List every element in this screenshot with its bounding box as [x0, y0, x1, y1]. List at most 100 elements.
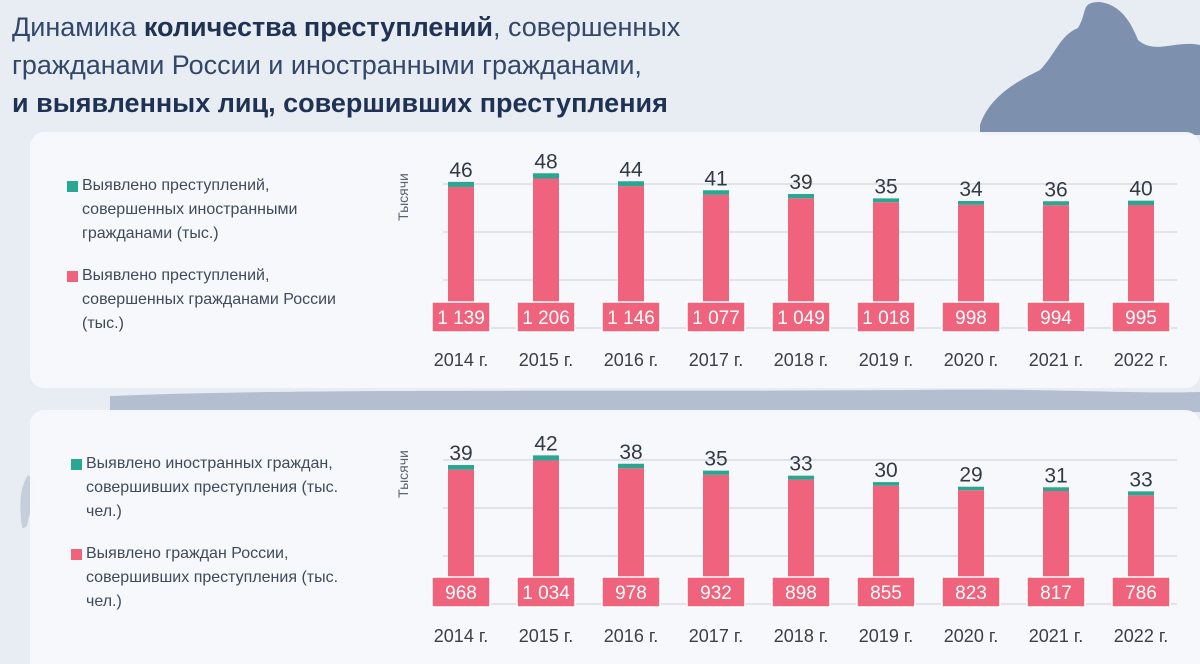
data-label-russian: 994 — [1040, 308, 1072, 329]
x-tick-label: 2021 г. — [1029, 626, 1083, 646]
data-label-box — [1111, 576, 1171, 608]
x-tick-label: 2019 г. — [859, 626, 913, 646]
data-label-russian: 855 — [870, 583, 902, 604]
data-label-foreign: 35 — [704, 448, 727, 471]
data-label-foreign: 48 — [534, 150, 557, 173]
data-label-foreign: 31 — [1044, 464, 1067, 487]
bar-foreign — [448, 181, 474, 187]
crimes-bar-chart: Тысячи 46 1 139 2014 г. 48 1 206 2015 г. 44 1 14… — [395, 150, 1177, 370]
title-line3-bold: и выявленных лиц, совершивших преступлен… — [12, 88, 668, 118]
data-label-foreign: 41 — [704, 167, 727, 190]
x-tick-label: 2018 г. — [774, 626, 828, 646]
x-tick-label: 2018 г. — [774, 350, 828, 370]
data-label-foreign: 35 — [874, 175, 897, 198]
data-label-russian: 1 034 — [522, 583, 570, 604]
x-tick-label: 2016 г. — [604, 626, 658, 646]
data-label-russian: 1 146 — [607, 308, 655, 329]
data-label-foreign: 39 — [449, 442, 472, 465]
y-axis-label: Тысячи — [395, 173, 411, 221]
data-label-russian: 898 — [785, 583, 817, 604]
data-label-russian: 1 049 — [777, 308, 825, 329]
x-tick-label: 2017 г. — [689, 350, 743, 370]
bar-foreign — [448, 465, 474, 470]
legend-label: Выявлено преступлений, совершенных иност… — [82, 177, 298, 242]
data-label-foreign: 40 — [1129, 178, 1152, 201]
bar-foreign — [618, 181, 644, 187]
legend-label: Выявлено иностранных граждан, совершивши… — [86, 455, 339, 520]
data-label-russian: 823 — [955, 583, 987, 604]
data-label-box — [686, 301, 746, 333]
bar-foreign — [533, 455, 559, 461]
data-label-box — [601, 576, 661, 608]
legend-label: Выявлено граждан России, совершивших пре… — [86, 545, 339, 610]
data-label-foreign: 30 — [874, 459, 897, 482]
bar-foreign — [1128, 200, 1154, 206]
legend-swatch-foreign — [67, 181, 78, 192]
data-label-russian: 1 139 — [437, 308, 485, 329]
data-label-russian: 968 — [445, 583, 477, 604]
data-label-box — [941, 301, 1001, 333]
data-label-box — [431, 576, 491, 608]
bar-foreign — [703, 190, 729, 195]
legend-item-russian-crimes: Выявлено преступлений, совершенных гражд… — [67, 264, 372, 336]
legend-label: Выявлено преступлений, совершенных гражд… — [82, 267, 336, 332]
title-line1-normal: Динамика — [12, 12, 144, 42]
data-label-foreign: 42 — [534, 432, 557, 455]
data-label-foreign: 38 — [619, 441, 642, 464]
x-tick-label: 2015 г. — [519, 350, 573, 370]
x-tick-label: 2020 г. — [944, 626, 998, 646]
data-label-foreign: 33 — [1129, 468, 1152, 491]
data-label-box — [431, 301, 491, 333]
data-label-foreign: 39 — [789, 171, 812, 194]
data-label-russian: 932 — [700, 583, 732, 604]
data-label-foreign: 34 — [959, 178, 983, 201]
data-label-russian: 1 077 — [692, 308, 740, 329]
data-label-box — [601, 301, 661, 333]
data-label-box — [516, 576, 576, 608]
data-label-box — [941, 576, 1001, 608]
x-tick-label: 2019 г. — [859, 350, 913, 370]
data-label-foreign: 36 — [1044, 178, 1067, 201]
data-label-foreign: 29 — [959, 464, 982, 487]
bar-foreign — [618, 463, 644, 469]
data-label-box — [1026, 301, 1086, 333]
title-line1-bold: количества преступлений — [143, 12, 493, 42]
data-label-box — [856, 576, 916, 608]
offenders-chart-panel: Выявлено иностранных граждан, совершивши… — [30, 410, 1200, 664]
data-label-box — [1111, 301, 1171, 333]
data-label-russian: 978 — [615, 583, 647, 604]
crimes-chart-panel: Выявлено преступлений, совершенных иност… — [30, 132, 1200, 388]
x-tick-label: 2014 г. — [434, 626, 488, 646]
bar-foreign — [788, 475, 814, 480]
bar-foreign — [788, 194, 814, 199]
bar-foreign — [1043, 487, 1069, 491]
data-label-box — [771, 301, 831, 333]
title-line2: гражданами России и иностранными граждан… — [12, 50, 642, 80]
x-tick-label: 2016 г. — [604, 350, 658, 370]
bar-foreign — [703, 470, 729, 475]
legend-swatch-russian — [71, 549, 82, 560]
legend-item-foreign-crimes: Выявлено преступлений, совершенных иност… — [67, 174, 372, 246]
x-tick-label: 2022 г. — [1114, 350, 1168, 370]
x-tick-label: 2020 г. — [944, 350, 998, 370]
data-label-russian: 1 018 — [862, 308, 910, 329]
data-label-box — [1026, 576, 1086, 608]
map-background-middle — [110, 389, 1200, 412]
data-label-russian: 817 — [1040, 583, 1072, 604]
data-label-box — [686, 576, 746, 608]
legend-item-russian-offenders: Выявлено граждан России, совершивших пре… — [71, 542, 376, 614]
bar-foreign — [873, 198, 899, 203]
data-label-box — [856, 301, 916, 333]
x-tick-label: 2017 г. — [689, 626, 743, 646]
x-tick-label: 2021 г. — [1029, 350, 1083, 370]
data-label-russian: 1 206 — [522, 308, 570, 329]
bar-foreign — [958, 201, 984, 205]
data-label-box — [516, 301, 576, 333]
data-label-foreign: 33 — [789, 453, 812, 476]
legend-swatch-russian — [67, 271, 78, 282]
data-label-russian: 998 — [955, 308, 987, 329]
offenders-bar-chart: Тысячи 39 968 2014 г. 42 1 034 2015 г. 38 978 201… — [395, 432, 1177, 646]
x-tick-label: 2014 г. — [434, 350, 488, 370]
bar-foreign — [1128, 491, 1154, 496]
data-label-foreign: 46 — [449, 159, 472, 182]
